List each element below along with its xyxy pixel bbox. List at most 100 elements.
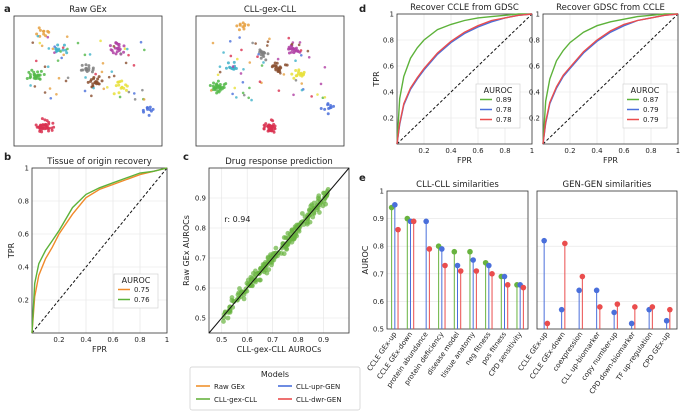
umap-point: [76, 41, 80, 45]
umap-point: [242, 93, 246, 97]
umap-point: [242, 67, 245, 71]
umap-point: [326, 112, 330, 116]
umap-point: [96, 77, 100, 81]
umap-point: [319, 107, 323, 111]
legend-label: 0.75: [134, 286, 150, 294]
umap-point: [112, 92, 116, 96]
y-axis-label: TPR: [372, 71, 381, 88]
y-tick-label: 0.4: [529, 89, 541, 97]
y-tick-label: 0.6: [383, 63, 395, 71]
lollipop-head: [520, 284, 527, 291]
umap-point: [231, 65, 235, 68]
lollipop-head: [576, 287, 582, 294]
umap-point: [277, 89, 281, 92]
umap-point: [124, 88, 128, 92]
umap-point: [120, 79, 124, 83]
umap-point: [238, 23, 242, 27]
umap-point: [94, 72, 97, 76]
umap-point: [262, 50, 266, 54]
umap-point: [125, 84, 129, 88]
legend-label: 0.87: [643, 96, 659, 104]
umap-point: [298, 41, 302, 44]
umap-point: [306, 49, 310, 53]
umap-point: [86, 80, 90, 84]
grid: [209, 168, 349, 333]
legend-item-label: Raw GEx: [214, 383, 245, 391]
umap-point: [233, 86, 237, 90]
scatter-point: [227, 304, 233, 310]
lollipop-head: [454, 262, 461, 269]
umap-point: [90, 94, 93, 98]
umap-point: [241, 80, 245, 84]
umap-point: [43, 118, 47, 122]
lollipop-head: [423, 218, 429, 225]
umap-point: [28, 73, 32, 77]
x-tick-label: 1: [676, 147, 680, 155]
umap-point: [259, 56, 263, 60]
umap-point: [90, 70, 94, 74]
roc-tissue-origin: Tissue of origin recovery 0.2 0.4 0.6 0.8 1 0.…: [7, 157, 169, 354]
umap-point: [59, 50, 62, 53]
x-axis-label: FPR: [457, 156, 472, 165]
umap-point: [53, 45, 56, 48]
scatter-point: [257, 277, 263, 283]
umap-point: [47, 122, 51, 126]
umap-point: [49, 126, 53, 130]
umap-point: [47, 126, 51, 130]
chart-title: Tissue of origin recovery: [46, 157, 151, 167]
diagonal-reference: [31, 167, 168, 334]
umap-point: [34, 123, 38, 127]
umap-point: [37, 74, 41, 78]
axes-frame: [31, 167, 168, 334]
lollipop-head: [489, 271, 495, 277]
legend-label: 0.76: [134, 296, 150, 304]
lollipop-head: [628, 320, 635, 327]
legend-box: [622, 83, 668, 129]
umap-point: [65, 51, 69, 55]
umap-point: [270, 124, 274, 128]
umap-point: [271, 64, 275, 68]
y-tick-label: 0.2: [18, 297, 29, 305]
roc-curve: [396, 13, 533, 145]
legend-frame: [189, 366, 361, 411]
umap-point: [231, 92, 234, 96]
x-tick-label: 0.8: [499, 147, 510, 155]
umap-point: [92, 75, 96, 79]
scatter-point: [307, 207, 312, 213]
umap-point: [332, 104, 336, 108]
umap-point: [266, 129, 270, 133]
umap-point: [276, 57, 280, 61]
umap-point: [117, 45, 121, 49]
umap-point: [80, 63, 84, 67]
umap-point: [211, 41, 215, 45]
umap-point: [43, 65, 47, 69]
y-tick-label: 0.8: [18, 198, 29, 206]
lollipop-head: [501, 273, 508, 280]
y-tick-label: 0.8: [383, 37, 394, 45]
umap-point: [111, 51, 115, 55]
umap-point: [287, 45, 291, 49]
umap-point: [87, 68, 91, 72]
umap-point: [37, 26, 41, 30]
x-tick-label: 0.7: [267, 336, 278, 344]
umap-point: [35, 32, 39, 36]
umap-point: [114, 52, 118, 56]
umap-point: [268, 37, 271, 41]
lollipop-head: [649, 304, 656, 310]
scatter-point: [269, 262, 274, 268]
lollipop-head: [442, 262, 448, 269]
scatter-point: [281, 235, 287, 240]
legend-label: 0.79: [643, 116, 659, 124]
umap-point: [299, 49, 303, 52]
umap-point: [65, 35, 69, 38]
umap-point: [117, 91, 121, 95]
umap-point: [88, 53, 92, 56]
legend-title: AUROC: [122, 276, 151, 285]
chart-title: Recover GDSC from CCLE: [556, 3, 665, 13]
umap-point: [56, 59, 60, 62]
umap-point: [122, 50, 126, 54]
umap-point: [42, 29, 46, 33]
umap-point: [273, 61, 277, 65]
umap-point: [218, 88, 222, 92]
y-tick-label: 0.8: [195, 225, 206, 233]
